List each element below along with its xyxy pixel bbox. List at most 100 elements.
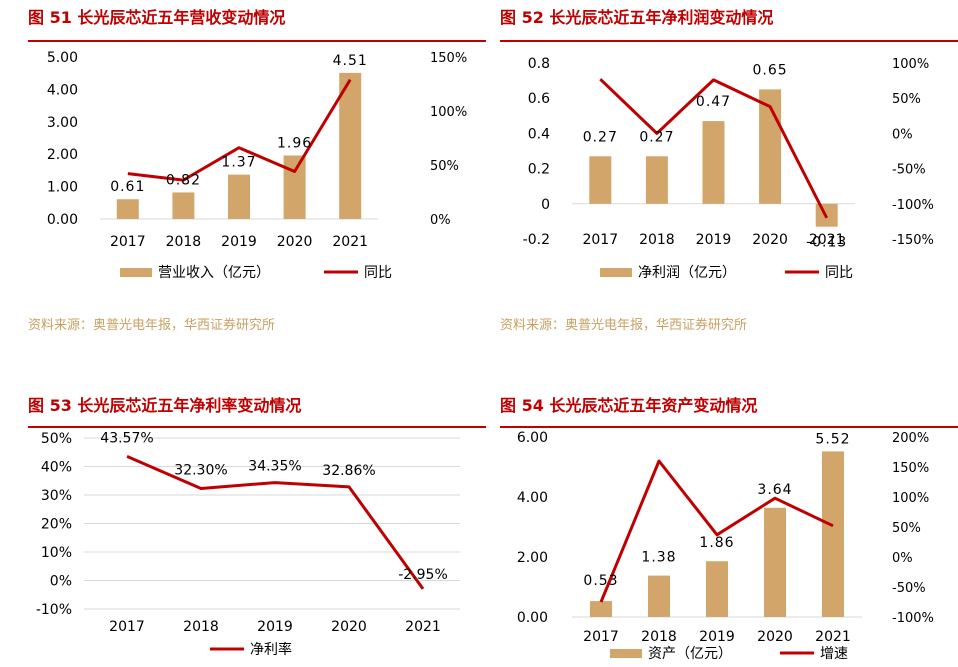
series-line xyxy=(599,459,834,603)
y-tick-label: 0.00 xyxy=(47,212,78,228)
data-label: 3.64 xyxy=(757,482,792,498)
y2-tick-label: 100% xyxy=(430,105,467,120)
bar xyxy=(283,155,306,219)
net-margin-chart: 50% 40% 30% 20% 10% 0% -10% 2017 2018 2019 2020 202… xyxy=(36,430,460,658)
bar xyxy=(590,601,612,617)
title-rule xyxy=(28,40,486,42)
x-tick-label: 2019 xyxy=(221,234,257,250)
x-tick-label: 2019 xyxy=(696,232,732,248)
y2-tick-label: 0% xyxy=(892,551,913,566)
x-tick-label: 2021 xyxy=(815,629,851,645)
y2-tick-label: 50% xyxy=(430,159,459,174)
y-tick-label: 20% xyxy=(41,517,72,533)
y-tick-label: 4.00 xyxy=(47,82,78,98)
data-label: -0.13 xyxy=(806,235,847,251)
figure-51: 图 51 长光辰芯近五年营收变动情况 5.00 4.00 3.00 2.00 1.00 0… xyxy=(28,4,498,334)
y-tick-label: 0.00 xyxy=(517,610,548,626)
legend-label: 净利润（亿元） xyxy=(638,265,736,281)
data-label: 1.37 xyxy=(221,155,256,171)
y-tick-label: 6.00 xyxy=(517,430,548,446)
revenue-chart: 5.00 4.00 3.00 2.00 1.00 0.00 150% 100% 50% 0% 201… xyxy=(47,50,467,281)
y2-tick-label: 0% xyxy=(892,127,913,142)
y-tick-label: -10% xyxy=(36,602,72,618)
legend-label: 净利率 xyxy=(250,641,292,658)
bar xyxy=(706,561,728,617)
bar xyxy=(589,156,612,204)
data-label: 0.82 xyxy=(166,172,201,188)
y-tick-label: -0.2 xyxy=(523,232,550,248)
y-tick-label: 0 xyxy=(541,197,550,213)
y-tick-label: 0% xyxy=(50,574,72,590)
data-label: 0.53 xyxy=(583,573,618,589)
x-tick-label: 2021 xyxy=(332,234,368,250)
series-line xyxy=(599,78,829,219)
x-tick-label: 2021 xyxy=(405,619,441,635)
legend-swatch-bar xyxy=(610,649,642,658)
x-tick-label: 2020 xyxy=(752,232,788,248)
y-tick-label: 0.6 xyxy=(528,91,550,107)
legend-label: 同比 xyxy=(825,265,853,281)
legend-label: 资产（亿元） xyxy=(648,646,732,662)
data-label: 34.35% xyxy=(248,459,301,475)
legend-label: 营业收入（亿元） xyxy=(158,265,270,281)
bar xyxy=(764,507,786,617)
y2-tick-label: -50% xyxy=(892,581,926,596)
figure-52: 图 52 长光辰芯近五年净利润变动情况 0.8 0.6 0.4 0.2 0 -0.2 100… xyxy=(500,4,958,334)
data-label: 1.38 xyxy=(641,550,676,566)
y2-tick-label: 50% xyxy=(892,92,921,107)
y2-tick-label: -100% xyxy=(892,611,934,626)
x-tick-label: 2018 xyxy=(639,232,675,248)
y-tick-label: 1.00 xyxy=(47,180,78,196)
data-label: 5.52 xyxy=(815,431,850,447)
data-label: 43.57% xyxy=(100,430,153,446)
bar xyxy=(339,72,362,219)
title-rule xyxy=(500,426,958,428)
data-label: 32.86% xyxy=(322,463,375,479)
figure-54: 图 54 长光辰芯近五年资产变动情况 6.00 4.00 2.00 0.00 200% 1… xyxy=(500,392,958,667)
figure-title: 图 54 长光辰芯近五年资产变动情况 xyxy=(500,396,758,415)
x-tick-label: 2019 xyxy=(257,619,293,635)
y-tick-label: 40% xyxy=(41,460,72,476)
y2-tick-label: -50% xyxy=(892,163,926,178)
bar xyxy=(116,199,139,219)
y2-tick-label: 50% xyxy=(892,521,921,536)
legend-swatch-bar xyxy=(120,268,152,277)
y2-tick-label: 150% xyxy=(892,461,929,476)
source-note: 资料来源：奥普光电年报，华西证券研究所 xyxy=(500,318,748,333)
bar xyxy=(648,575,670,617)
y2-tick-label: 0% xyxy=(430,213,451,228)
y-tick-label: 50% xyxy=(41,431,72,447)
y2-tick-label: -100% xyxy=(892,198,934,213)
figure-title: 图 52 长光辰芯近五年净利润变动情况 xyxy=(500,8,774,27)
data-label: -2.95% xyxy=(398,567,448,583)
y2-tick-label: 150% xyxy=(430,51,467,66)
data-label: 1.86 xyxy=(699,535,734,551)
bar xyxy=(172,192,195,219)
y-tick-label: 0.2 xyxy=(528,162,550,178)
legend-swatch-bar xyxy=(600,268,632,277)
legend-label: 同比 xyxy=(364,265,392,281)
x-tick-label: 2017 xyxy=(583,629,619,645)
y2-tick-label: -150% xyxy=(892,233,934,248)
source-note: 资料来源：奥普光电年报，华西证券研究所 xyxy=(28,318,276,333)
bar xyxy=(822,451,844,617)
assets-chart: 6.00 4.00 2.00 0.00 200% 150% 100% 50% 0% -50% -10… xyxy=(517,430,934,662)
data-label: 32.30% xyxy=(174,462,227,478)
y-tick-label: 0.4 xyxy=(528,126,550,142)
y-tick-label: 0.8 xyxy=(528,56,550,72)
x-tick-label: 2017 xyxy=(109,619,145,635)
y2-tick-label: 100% xyxy=(892,491,929,506)
y-tick-label: 30% xyxy=(41,488,72,504)
x-tick-label: 2021 xyxy=(809,232,845,248)
y-tick-label: 3.00 xyxy=(47,115,78,131)
title-rule xyxy=(500,40,958,42)
x-tick-label: 2020 xyxy=(277,234,313,250)
bar xyxy=(702,121,725,204)
data-label: 0.27 xyxy=(639,129,674,145)
data-label: 1.96 xyxy=(277,135,312,151)
y2-tick-label: 200% xyxy=(892,431,929,446)
y-tick-label: 2.00 xyxy=(517,550,548,566)
data-label: 0.47 xyxy=(696,94,731,110)
bar xyxy=(645,156,668,204)
series-line xyxy=(127,78,352,182)
